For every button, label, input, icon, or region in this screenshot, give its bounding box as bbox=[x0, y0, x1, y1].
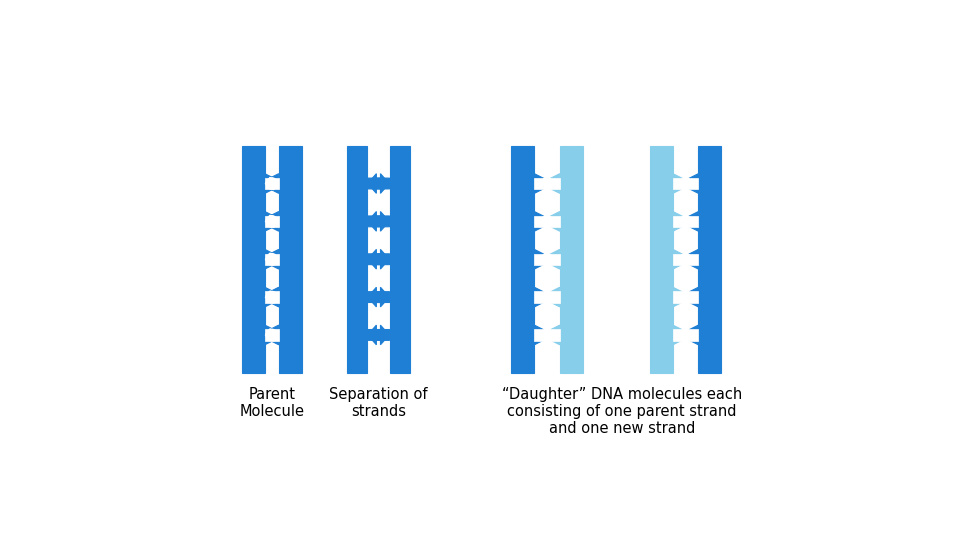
Polygon shape bbox=[679, 174, 698, 193]
Circle shape bbox=[680, 178, 691, 189]
Bar bbox=[265, 292, 278, 303]
Polygon shape bbox=[679, 325, 698, 345]
Polygon shape bbox=[535, 174, 554, 193]
Bar bbox=[698, 146, 722, 373]
Bar bbox=[535, 254, 560, 265]
Bar bbox=[265, 329, 278, 341]
Polygon shape bbox=[368, 212, 390, 231]
Polygon shape bbox=[540, 287, 560, 307]
Polygon shape bbox=[265, 287, 284, 307]
Polygon shape bbox=[535, 212, 554, 231]
Polygon shape bbox=[673, 174, 692, 193]
Circle shape bbox=[680, 215, 691, 227]
Bar bbox=[673, 292, 698, 303]
Bar bbox=[673, 254, 698, 265]
Bar bbox=[278, 146, 301, 373]
Polygon shape bbox=[259, 174, 278, 193]
Bar bbox=[265, 254, 278, 265]
Polygon shape bbox=[368, 287, 390, 307]
Polygon shape bbox=[368, 174, 390, 193]
Circle shape bbox=[541, 178, 553, 189]
Polygon shape bbox=[673, 249, 692, 269]
Bar bbox=[560, 146, 583, 373]
Text: Parent
Molecule: Parent Molecule bbox=[239, 387, 304, 419]
Polygon shape bbox=[259, 325, 278, 345]
Polygon shape bbox=[673, 287, 692, 307]
Bar bbox=[348, 146, 368, 373]
Polygon shape bbox=[679, 287, 698, 307]
Polygon shape bbox=[535, 287, 554, 307]
Polygon shape bbox=[265, 325, 284, 345]
Bar bbox=[535, 329, 560, 341]
Circle shape bbox=[266, 292, 277, 303]
Polygon shape bbox=[535, 249, 554, 269]
Polygon shape bbox=[259, 212, 278, 231]
Polygon shape bbox=[679, 249, 698, 269]
Bar bbox=[673, 178, 698, 189]
Circle shape bbox=[541, 215, 553, 227]
Bar bbox=[673, 215, 698, 227]
Bar bbox=[390, 146, 410, 373]
Circle shape bbox=[680, 329, 691, 341]
Circle shape bbox=[680, 254, 691, 265]
Text: “Daughter” DNA molecules each
consisting of one parent strand
and one new strand: “Daughter” DNA molecules each consisting… bbox=[502, 387, 742, 436]
Circle shape bbox=[541, 292, 553, 303]
Bar bbox=[535, 215, 560, 227]
Circle shape bbox=[266, 329, 277, 341]
Circle shape bbox=[266, 178, 277, 189]
Polygon shape bbox=[540, 174, 560, 193]
Polygon shape bbox=[368, 249, 390, 269]
Circle shape bbox=[680, 292, 691, 303]
Bar bbox=[650, 146, 673, 373]
Circle shape bbox=[266, 254, 277, 265]
Polygon shape bbox=[265, 249, 284, 269]
Polygon shape bbox=[673, 325, 692, 345]
Polygon shape bbox=[259, 249, 278, 269]
Polygon shape bbox=[259, 287, 278, 307]
Polygon shape bbox=[368, 174, 390, 193]
Circle shape bbox=[541, 329, 553, 341]
Polygon shape bbox=[673, 212, 692, 231]
Bar bbox=[242, 146, 265, 373]
Polygon shape bbox=[368, 287, 390, 307]
Polygon shape bbox=[368, 325, 390, 345]
Polygon shape bbox=[540, 325, 560, 345]
Polygon shape bbox=[540, 249, 560, 269]
Polygon shape bbox=[535, 325, 554, 345]
Circle shape bbox=[541, 254, 553, 265]
Bar bbox=[535, 178, 560, 189]
Circle shape bbox=[266, 215, 277, 227]
Polygon shape bbox=[540, 212, 560, 231]
Bar bbox=[512, 146, 535, 373]
Polygon shape bbox=[265, 212, 284, 231]
Polygon shape bbox=[368, 212, 390, 231]
Polygon shape bbox=[368, 325, 390, 345]
Polygon shape bbox=[679, 212, 698, 231]
Text: Separation of
strands: Separation of strands bbox=[329, 387, 427, 419]
Bar bbox=[535, 292, 560, 303]
Polygon shape bbox=[265, 174, 284, 193]
Polygon shape bbox=[368, 249, 390, 269]
Bar bbox=[265, 215, 278, 227]
Bar bbox=[673, 329, 698, 341]
Bar bbox=[265, 178, 278, 189]
